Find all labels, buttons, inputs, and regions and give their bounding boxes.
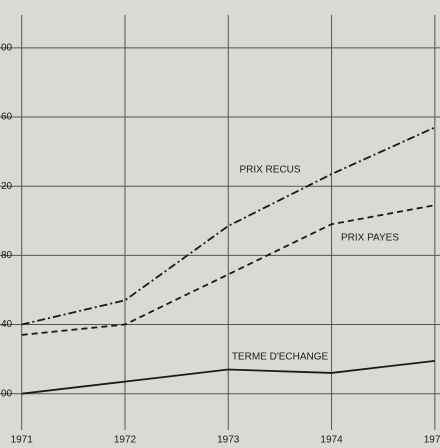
y-tick-label: 40 (1, 319, 13, 330)
series-label: TERME D'ECHANGE (232, 352, 329, 363)
x-tick-label: 1975 (424, 435, 440, 446)
y-tick-label: 20 (1, 181, 13, 192)
series-label: PRIX RECUS (239, 165, 300, 176)
series-line (21, 359, 435, 395)
y-tick-label: 60 (1, 112, 13, 123)
x-tick-label: 1971 (11, 435, 34, 446)
y-tick-label: 00 (1, 42, 13, 53)
x-tick-label: 1973 (217, 435, 240, 446)
series-line (21, 126, 436, 326)
x-tick-label: 1974 (320, 435, 343, 446)
x-tick-label: 1972 (114, 435, 137, 446)
y-tick-label: 80 (1, 250, 13, 261)
series-label: PRIX PAYES (341, 233, 399, 244)
y-tick-label: 00 (1, 388, 13, 399)
